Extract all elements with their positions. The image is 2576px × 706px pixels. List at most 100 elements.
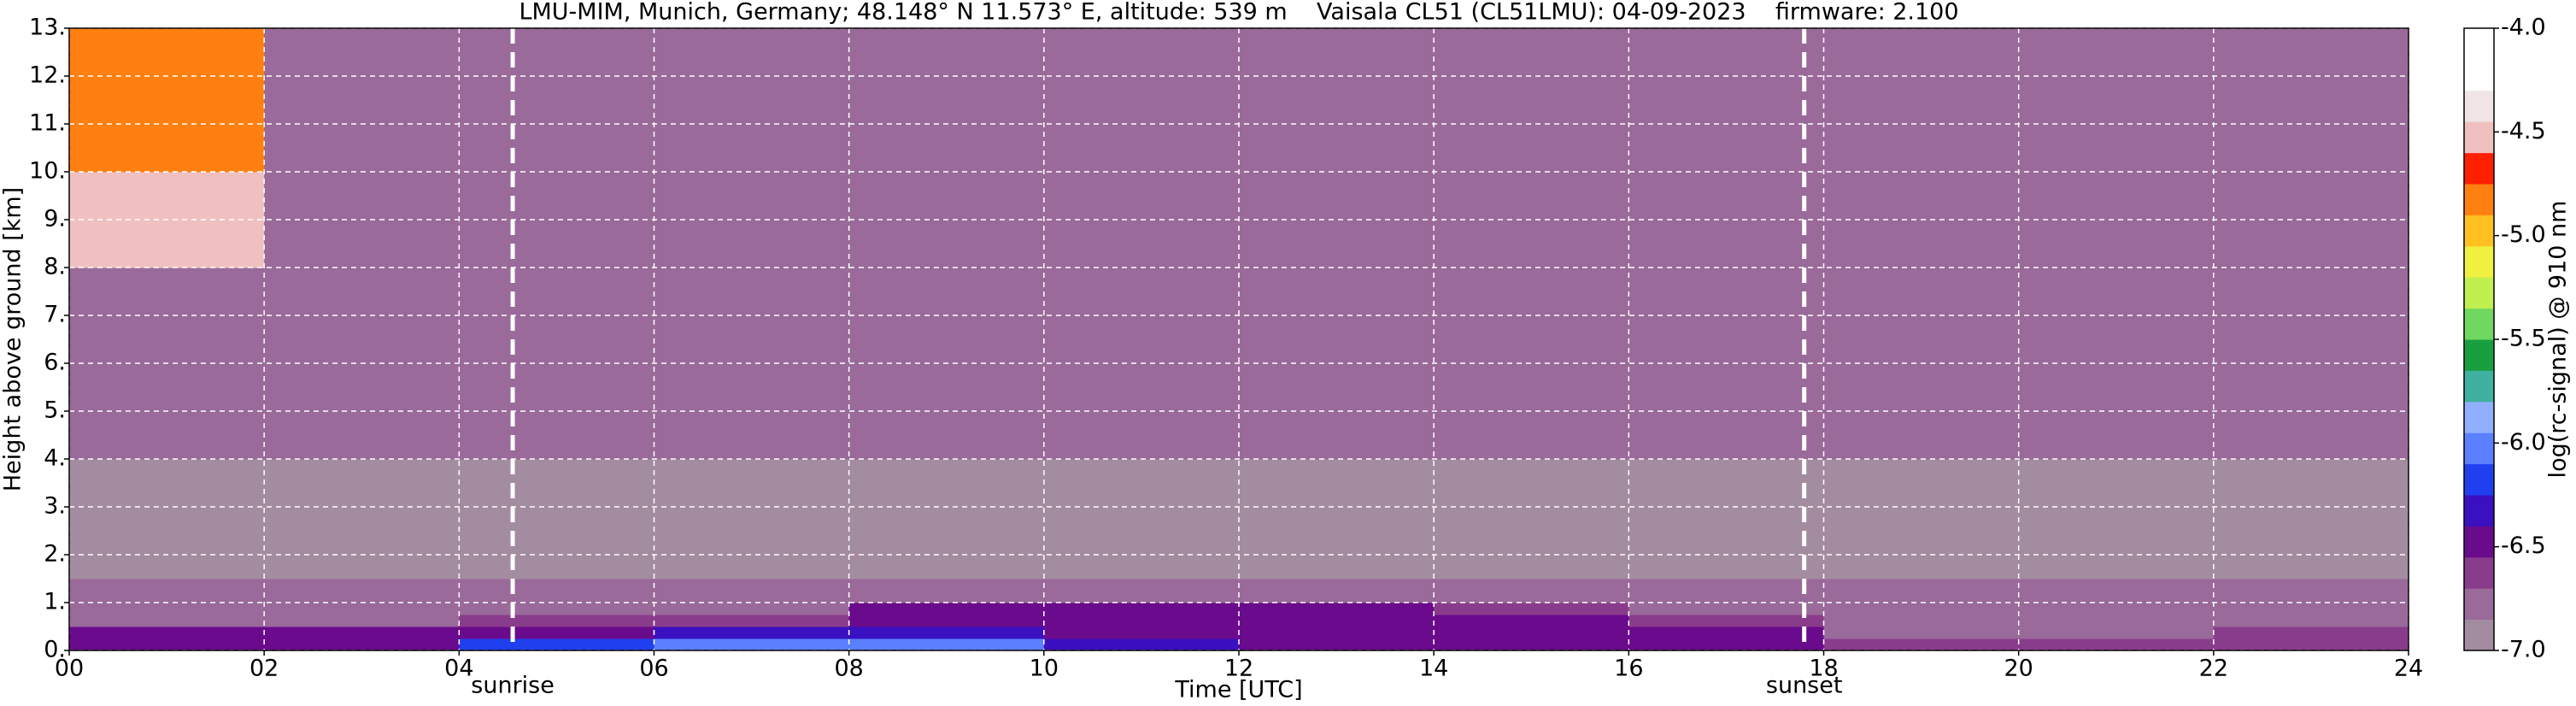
x-axis-label: Time [UTC] (1174, 677, 1302, 703)
heatmap-cell (1434, 603, 1629, 615)
heatmap-cell (654, 579, 850, 603)
event-label: sunset (1766, 673, 1843, 699)
heatmap-cell (69, 638, 265, 651)
colorbar-swatch (2464, 245, 2494, 278)
heatmap-cell (1434, 638, 1629, 651)
heatmap-cell (1043, 507, 1240, 556)
heatmap-cell (1043, 28, 1240, 173)
heatmap-cell (1043, 459, 1240, 508)
heatmap-cell (2018, 603, 2215, 615)
heatmap-cell (654, 172, 850, 268)
heatmap-cell (2018, 615, 2215, 627)
heatmap-cell (848, 638, 1045, 651)
colorbar-swatch (2464, 556, 2494, 589)
heatmap-cell (1239, 638, 1435, 651)
heatmap-cell (1823, 627, 2020, 639)
y-tick-label: 2. (44, 541, 66, 568)
colorbar-tick-label: -5.5 (2501, 326, 2546, 352)
y-tick-label: 12. (29, 62, 66, 89)
heatmap-cell (1043, 555, 1240, 580)
heatmap-cell (459, 268, 654, 364)
heatmap-cell (69, 579, 265, 603)
heatmap-cell (654, 28, 850, 173)
heatmap-cell (459, 579, 654, 603)
x-tick-label: 14 (1419, 656, 1448, 682)
colorbar-swatch (2464, 59, 2494, 91)
heatmap-cell (1628, 579, 1824, 603)
heatmap-cell (69, 627, 265, 639)
heatmap-cell (1823, 555, 2020, 580)
heatmap-cell (1043, 627, 1240, 639)
x-tick-label: 22 (2199, 656, 2228, 682)
heatmap-cell (654, 363, 850, 460)
heatmap-cell (1434, 555, 1629, 580)
heatmap-cell (1239, 363, 1435, 460)
x-tick-label: 02 (249, 656, 279, 682)
heatmap-cell (1239, 459, 1435, 508)
heatmap-cell (654, 638, 850, 651)
heatmap-cell (459, 627, 654, 639)
heatmap-cell (1239, 603, 1435, 615)
heatmap-cell (2213, 555, 2409, 580)
heatmap-cell (848, 459, 1045, 508)
heatmap-cell (459, 507, 654, 556)
colorbar-swatch (2464, 339, 2494, 371)
heatmap-cell (1628, 28, 1824, 173)
x-tick-label: 06 (639, 656, 668, 682)
colorbar-swatch (2464, 588, 2494, 621)
heatmap-cell (1823, 579, 2020, 603)
colorbar-swatch (2464, 277, 2494, 309)
heatmap-cell (459, 28, 654, 173)
y-tick-label: 9. (44, 206, 66, 232)
y-axis-label: Height above ground [km] (0, 187, 26, 491)
y-tick-label: 1. (44, 589, 66, 615)
heatmap-cell (1043, 638, 1240, 651)
heatmap-cell (1628, 627, 1824, 639)
colorbar-tick-label: -4.0 (2501, 15, 2546, 41)
heatmap-cell (2213, 638, 2409, 651)
colorbar-swatch (2464, 619, 2494, 651)
heatmap-cell (1434, 459, 1629, 508)
heatmap-cell (69, 555, 265, 580)
heatmap-cell (459, 363, 654, 460)
colorbar-tick-label: -4.5 (2501, 118, 2546, 144)
heatmap-cell (1043, 615, 1240, 627)
x-tick-label: 00 (55, 656, 84, 682)
heatmap-cell (2213, 28, 2409, 173)
heatmap-cell (264, 627, 460, 639)
heatmap-cell (264, 459, 460, 508)
y-tick-label: 3. (44, 493, 66, 520)
heatmap-cell (1239, 555, 1435, 580)
heatmap-cell (264, 638, 460, 651)
heatmap-cell (264, 603, 460, 615)
colorbar-swatch (2464, 526, 2494, 558)
colorbar-swatch (2464, 308, 2494, 340)
x-tick-label: 24 (2394, 656, 2423, 682)
heatmap-cell (1043, 579, 1240, 603)
heatmap-cell (264, 555, 460, 580)
heatmap-cell (848, 603, 1045, 615)
plot-frame (68, 27, 2409, 651)
heatmap-cell (1823, 459, 2020, 508)
heatmap-cell (1823, 615, 2020, 627)
heatmap-cell (1823, 603, 2020, 615)
colorbar-swatch (2464, 121, 2494, 154)
heatmap-cell (1239, 579, 1435, 603)
heatmap-cell (2018, 172, 2215, 268)
heatmap-cell (654, 268, 850, 364)
heatmap-cell (1628, 507, 1824, 556)
heatmap-cell (2213, 459, 2409, 508)
colorbar-tick-label: -5.0 (2501, 221, 2546, 248)
heatmap-cell (1628, 638, 1824, 651)
x-tick-label: 08 (834, 656, 863, 682)
heatmap-cell (2018, 638, 2215, 651)
event-label: sunrise (471, 673, 555, 699)
heatmap-cell (848, 579, 1045, 603)
heatmap-cell (1239, 507, 1435, 556)
heatmap-cell (2018, 363, 2215, 460)
heatmap-cell (848, 615, 1045, 627)
heatmap-cell (848, 507, 1045, 556)
colorbar-swatch (2464, 90, 2494, 122)
heatmap-cell (459, 603, 654, 615)
colorbar-tick-label: -6.0 (2501, 429, 2546, 456)
